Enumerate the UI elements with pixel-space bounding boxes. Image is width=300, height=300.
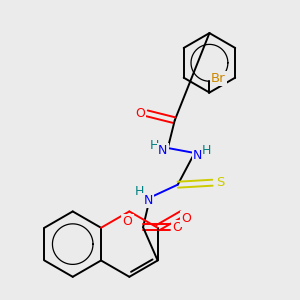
Text: N: N [143,194,153,207]
Text: N: N [158,145,168,158]
Text: O: O [135,107,145,120]
Text: O: O [135,107,145,120]
Text: O: O [172,221,182,234]
Text: O: O [182,212,192,225]
Text: O: O [182,212,192,225]
Text: H: H [134,185,144,198]
Text: S: S [216,176,224,189]
Text: O: O [122,215,132,228]
Text: H: H [149,139,159,152]
Text: S: S [216,176,224,189]
Text: H: H [202,143,211,157]
Text: N: N [158,145,168,158]
Text: Br: Br [211,72,226,85]
Text: N: N [193,149,202,162]
Text: O: O [172,221,182,234]
Text: N: N [193,149,202,162]
Text: H: H [149,139,159,152]
Text: H: H [202,143,211,157]
Text: N: N [143,194,153,207]
Text: O: O [122,215,132,228]
Text: Br: Br [211,72,226,85]
Text: H: H [134,185,144,198]
